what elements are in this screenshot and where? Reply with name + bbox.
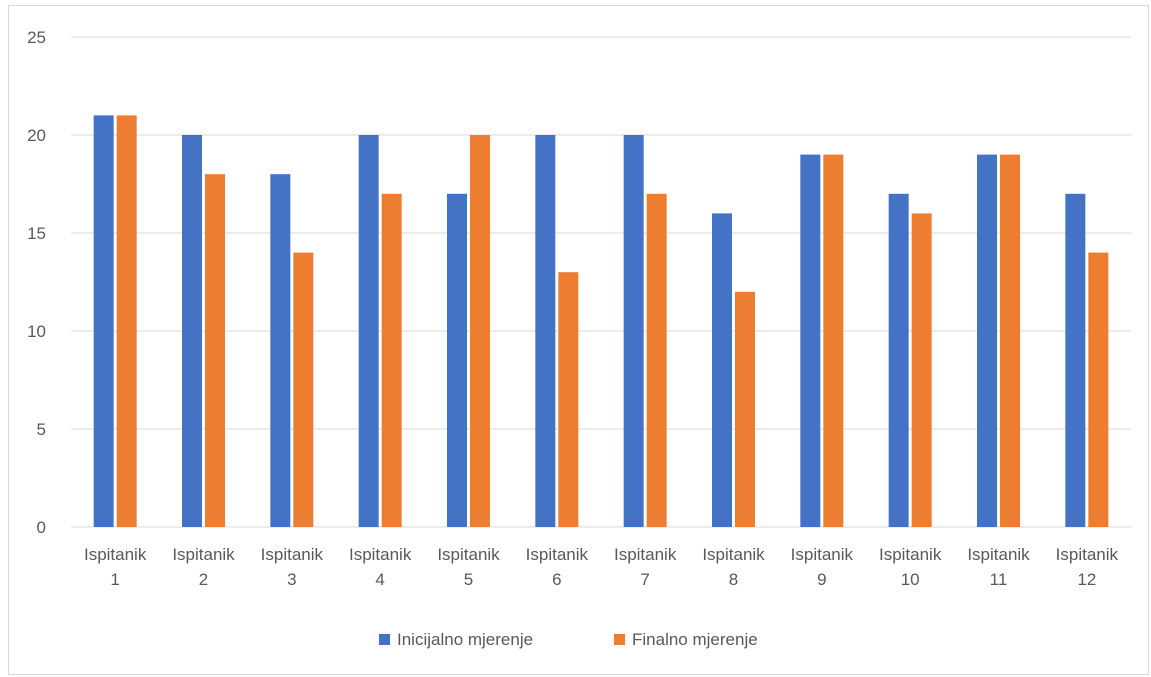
bars <box>93 115 1109 528</box>
x-tick-label: Ispitanik 3 <box>261 545 324 589</box>
x-tick-label-line: 2 <box>199 570 208 589</box>
x-tick-label: Ispitanik 10 <box>879 545 942 589</box>
bar <box>558 272 579 527</box>
x-tick-label-line: Ispitanik <box>172 545 235 564</box>
bar <box>470 135 490 527</box>
x-tick-label-line: 9 <box>817 570 826 589</box>
bar <box>535 135 556 527</box>
x-tick-label-line: Ispitanik <box>261 545 324 564</box>
x-tick-label-line: 8 <box>729 570 738 589</box>
x-tick-label: Ispitanik 8 <box>702 545 765 589</box>
bar <box>712 213 732 527</box>
x-tick-label-line: 12 <box>1077 570 1096 589</box>
x-tick-label: Ispitanik 5 <box>437 545 500 589</box>
bar <box>447 193 467 528</box>
legend-swatch <box>614 634 625 645</box>
x-tick-label-line: 6 <box>552 570 561 589</box>
bar <box>735 291 755 527</box>
y-tick-label: 10 <box>27 322 46 341</box>
y-axis: 0 5 10 15 20 25 <box>27 28 46 537</box>
x-tick-label-line: Ispitanik <box>437 545 500 564</box>
y-tick-label: 15 <box>27 224 46 243</box>
x-tick-label: Ispitanik 7 <box>614 545 677 589</box>
x-tick-label: Ispitanik 11 <box>967 545 1030 589</box>
x-tick-label-line: 4 <box>375 570 384 589</box>
y-tick-label: 25 <box>27 28 46 47</box>
x-tick-label-line: Ispitanik <box>84 545 147 564</box>
x-tick-label-line: Ispitanik <box>879 545 942 564</box>
x-tick-label-line: 11 <box>990 570 1008 589</box>
y-tick-label: 5 <box>37 420 46 439</box>
bar <box>270 174 291 527</box>
y-tick-label: 0 <box>37 518 46 537</box>
bar <box>911 213 932 527</box>
x-tick-label: Ispitanik 6 <box>526 545 589 589</box>
bar <box>116 115 137 528</box>
x-tick-label-line: 10 <box>901 570 920 589</box>
x-tick-label: Ispitanik 4 <box>349 545 412 589</box>
bar <box>646 193 667 528</box>
bar <box>358 135 379 527</box>
bar <box>1000 154 1020 527</box>
x-tick-label-line: Ispitanik <box>614 545 677 564</box>
bar <box>93 115 114 528</box>
x-tick-label-line: Ispitanik <box>791 545 854 564</box>
x-tick-label-line: Ispitanik <box>1056 545 1119 564</box>
x-tick-label: Ispitanik 12 <box>1056 545 1119 589</box>
bar <box>888 193 909 528</box>
legend: Inicijalno mjerenje Finalno mjerenje <box>379 630 758 649</box>
x-tick-label: Ispitanik 2 <box>172 545 235 589</box>
bar <box>977 154 997 527</box>
x-tick-label: Ispitanik 1 <box>84 545 147 589</box>
x-tick-label-line: 7 <box>640 570 649 589</box>
x-tick-label-line: 5 <box>464 570 473 589</box>
bar <box>205 174 225 527</box>
x-tick-label-line: 1 <box>110 570 119 589</box>
x-tick-label-line: 3 <box>287 570 296 589</box>
y-tick-label: 20 <box>27 126 46 145</box>
bar <box>381 193 402 528</box>
gridlines <box>71 36 1131 528</box>
legend-label: Inicijalno mjerenje <box>397 630 533 649</box>
bar <box>823 154 844 527</box>
bar <box>800 154 821 527</box>
bar <box>182 135 202 527</box>
x-axis: Ispitanik 1 Ispitanik 2 Ispitanik 3 Ispitanik 4… <box>84 545 1119 589</box>
bar <box>1088 252 1109 527</box>
bar <box>623 135 644 527</box>
legend-label: Finalno mjerenje <box>632 630 758 649</box>
legend-swatch <box>379 634 390 645</box>
x-tick-label-line: Ispitanik <box>967 545 1030 564</box>
x-tick-label-line: Ispitanik <box>526 545 589 564</box>
x-tick-label-line: Ispitanik <box>702 545 765 564</box>
x-tick-label-line: Ispitanik <box>349 545 412 564</box>
x-tick-label: Ispitanik 9 <box>791 545 854 589</box>
bar <box>293 252 314 527</box>
bar <box>1065 193 1086 528</box>
